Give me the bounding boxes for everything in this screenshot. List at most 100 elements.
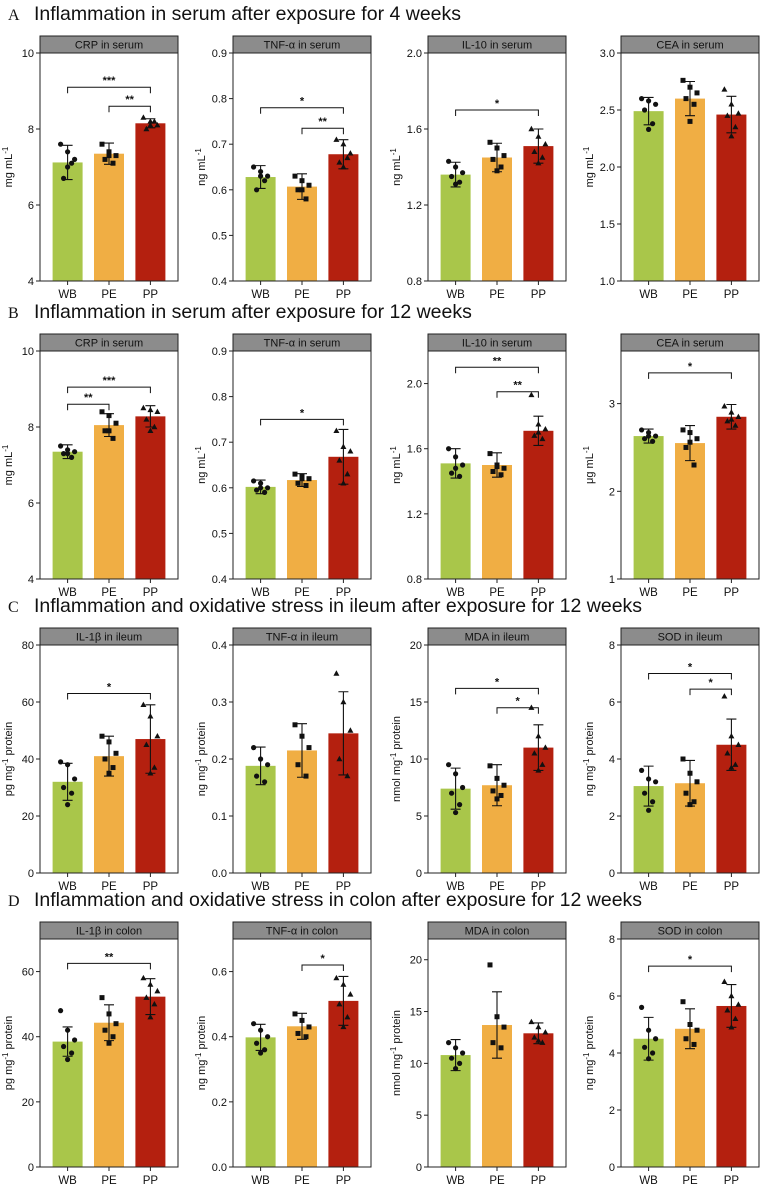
- data-point: [449, 1055, 455, 1061]
- panel-title: SOD in ileum: [658, 632, 723, 644]
- y-axis-label: mg mL-1: [582, 146, 596, 187]
- y-axis-label-sup: -1: [389, 148, 398, 156]
- data-point: [453, 465, 459, 471]
- bar-pe: [287, 186, 317, 281]
- y-tick-label: 4: [28, 574, 34, 586]
- data-point: [535, 1037, 542, 1043]
- data-point: [265, 173, 271, 179]
- panel-title: IL-10 in serum: [462, 338, 532, 350]
- y-axis-label: ng mL-1: [389, 148, 403, 186]
- data-point: [732, 1015, 739, 1021]
- data-point: [340, 443, 347, 449]
- data-point: [646, 776, 652, 782]
- data-point: [143, 994, 150, 1000]
- data-point: [646, 98, 652, 104]
- significance-bracket: [496, 391, 539, 398]
- data-point: [687, 1022, 693, 1027]
- y-tick-label: 0.3: [212, 697, 227, 709]
- bar-wb: [440, 463, 471, 579]
- y-axis-label-main: nmol mg: [391, 1054, 403, 1096]
- y-axis-label-main: ng mL: [391, 453, 403, 484]
- data-point: [528, 1018, 535, 1025]
- significance-bracket: [301, 127, 344, 135]
- data-point: [449, 173, 455, 180]
- data-point: [494, 1014, 500, 1020]
- category-label: PE: [682, 289, 698, 301]
- y-axis-label: nmol mg-1 protein: [389, 1010, 403, 1096]
- bar-pe: [287, 1026, 317, 1167]
- data-point: [147, 406, 154, 413]
- data-point: [453, 1045, 459, 1051]
- significance-bracket: [260, 107, 344, 114]
- chart-panel: IL-1β in ileum * 0 20 40 60 80 WB PE PP pg mg-1 pr…: [1, 627, 179, 893]
- y-tick-label: 0: [416, 868, 422, 880]
- category-label: PP: [531, 1175, 547, 1184]
- y-axis-label-sup: -1: [582, 146, 591, 154]
- significance-label: ***: [103, 375, 117, 387]
- data-point: [680, 77, 686, 83]
- data-point: [265, 1034, 271, 1040]
- bar-wb: [245, 486, 276, 579]
- data-point: [140, 701, 147, 708]
- category-label: PP: [724, 1175, 740, 1184]
- data-point: [102, 428, 108, 434]
- data-point: [147, 713, 154, 719]
- data-point: [140, 114, 147, 120]
- panel-title: CRP in serum: [75, 338, 143, 350]
- y-tick-label: 2: [609, 811, 615, 823]
- category-label: PE: [294, 1175, 310, 1184]
- y-tick-label: 3: [609, 399, 615, 411]
- data-point: [453, 771, 459, 777]
- y-tick-label: 20: [410, 955, 422, 967]
- data-point: [460, 462, 466, 468]
- data-point: [449, 790, 455, 796]
- data-point: [728, 764, 735, 770]
- significance-label: *: [300, 407, 305, 419]
- data-point: [460, 170, 466, 176]
- y-tick-label: 6: [28, 498, 34, 510]
- data-point: [65, 762, 71, 768]
- y-axis-label-main: mg mL: [3, 154, 15, 188]
- y-tick-label: 0.5: [212, 528, 227, 540]
- category-label: PP: [724, 587, 740, 599]
- data-point: [457, 179, 463, 185]
- data-point: [728, 133, 735, 139]
- significance-label: *: [495, 98, 500, 110]
- data-point: [69, 454, 75, 460]
- data-point: [106, 428, 112, 434]
- data-point: [542, 744, 549, 750]
- data-point: [687, 770, 693, 776]
- data-point: [691, 462, 697, 468]
- data-point: [490, 156, 496, 162]
- significance-label: **: [125, 94, 134, 106]
- y-tick-label: 0: [416, 1162, 422, 1174]
- data-point: [333, 427, 340, 433]
- significance-label: ***: [103, 75, 117, 87]
- chart-panel: TNF-α in serum * 0.4 0.5 0.6 0.7 0.8 0.9 WB PE PP n…: [194, 333, 372, 599]
- panel-title: IL-1β in ileum: [76, 632, 142, 644]
- y-axis-label: ng mL-1: [194, 446, 208, 484]
- significance-bracket: [67, 403, 110, 411]
- category-label: WB: [58, 1175, 77, 1184]
- category-label: PE: [489, 289, 505, 301]
- y-tick-label: 0.8: [407, 276, 422, 288]
- y-axis-label-sup: -1: [194, 446, 203, 454]
- category-label: PE: [682, 881, 698, 893]
- significance-label: *: [321, 953, 326, 965]
- data-point: [687, 802, 693, 808]
- error-bar: [726, 718, 737, 771]
- data-point: [539, 1039, 546, 1045]
- data-point: [61, 1043, 67, 1050]
- chart-panel: IL-10 in serum * 0.8 1.2 1.6 2.0 WB PE PP ng mL-1: [389, 35, 567, 301]
- category-label: PP: [531, 289, 547, 301]
- category-label: WB: [639, 587, 658, 599]
- significance-bracket: [455, 687, 539, 695]
- data-point: [535, 133, 542, 139]
- row-letter-c: C: [8, 599, 19, 616]
- category-label: PE: [294, 587, 310, 599]
- category-label: PP: [531, 587, 547, 599]
- data-point: [251, 745, 257, 751]
- row-letter-d: D: [8, 893, 20, 910]
